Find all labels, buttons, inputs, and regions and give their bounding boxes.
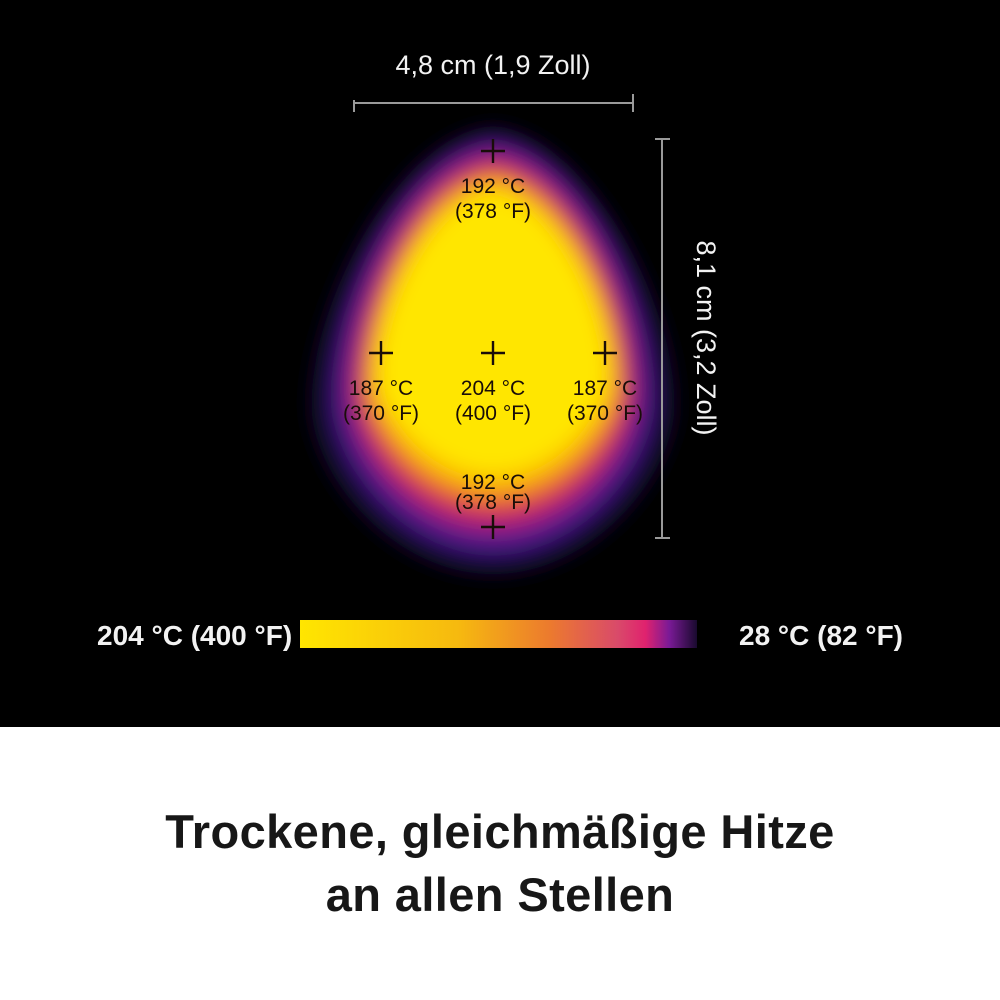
svg-text:8,1 cm (3,2 Zoll): 8,1 cm (3,2 Zoll) <box>691 240 721 435</box>
svg-text:(370 °F): (370 °F) <box>343 402 419 425</box>
svg-text:187 °C: 187 °C <box>573 377 637 400</box>
svg-text:(400 °F): (400 °F) <box>455 402 531 425</box>
svg-text:204 °C (400 °F): 204 °C (400 °F) <box>97 620 292 651</box>
svg-text:4,8 cm (1,9 Zoll): 4,8 cm (1,9 Zoll) <box>395 50 590 80</box>
svg-text:(370 °F): (370 °F) <box>567 402 643 425</box>
svg-text:(378 °F): (378 °F) <box>455 200 531 223</box>
svg-text:204 °C: 204 °C <box>461 377 525 400</box>
svg-text:28 °C (82 °F): 28 °C (82 °F) <box>739 620 903 651</box>
svg-text:(378 °F): (378 °F) <box>455 491 531 514</box>
svg-text:187 °C: 187 °C <box>349 377 413 400</box>
svg-text:192 °C: 192 °C <box>461 175 525 198</box>
